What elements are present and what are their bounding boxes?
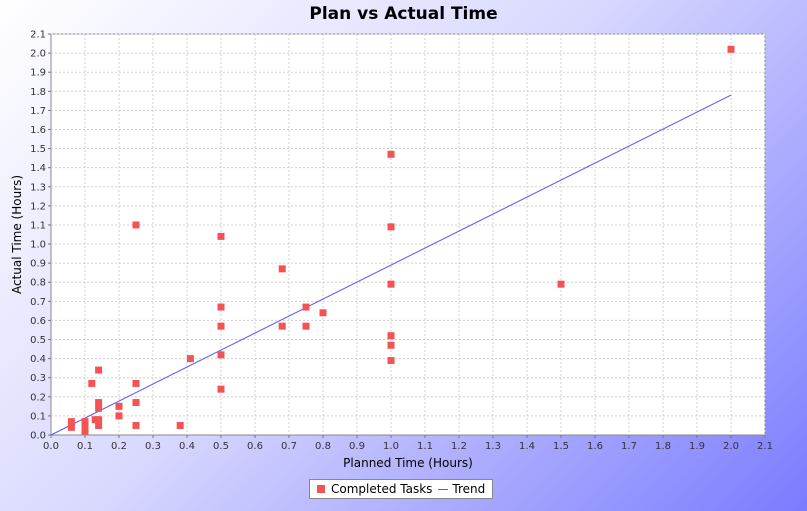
legend-swatch-trend — [438, 488, 449, 490]
y-tick-label: 0.5 — [30, 335, 46, 346]
data-point — [387, 150, 395, 158]
legend-swatch-completed-tasks — [317, 485, 325, 493]
data-point — [387, 223, 395, 231]
plot-area — [50, 33, 766, 436]
data-point — [132, 421, 140, 429]
legend-label-trend: Trend — [452, 482, 486, 496]
x-tick-label: 1.8 — [655, 441, 671, 452]
data-point — [132, 399, 140, 407]
x-tick-label: 1.9 — [689, 441, 705, 452]
data-point — [115, 412, 123, 420]
x-axis-label: Planned Time (Hours) — [343, 456, 473, 470]
data-point — [132, 379, 140, 387]
data-point — [387, 332, 395, 340]
x-tick-label: 0.0 — [43, 441, 59, 452]
y-tick-label: 0.9 — [30, 259, 46, 270]
y-tick-label: 0.7 — [30, 297, 46, 308]
data-point — [278, 265, 286, 273]
y-tick-label: 1.4 — [30, 163, 46, 174]
x-tick-label: 0.3 — [145, 441, 161, 452]
y-tick-label: 1.2 — [30, 201, 46, 212]
y-tick-label: 1.3 — [30, 182, 46, 193]
x-tick-label: 1.5 — [553, 441, 569, 452]
x-tick-label: 0.7 — [281, 441, 297, 452]
y-tick-label: 0.6 — [30, 316, 46, 327]
x-tick-label: 0.2 — [111, 441, 127, 452]
data-point — [217, 322, 225, 330]
trend-layer — [50, 94, 732, 436]
points-layer — [67, 45, 735, 435]
x-tick-label: 0.1 — [77, 441, 93, 452]
legend-label-completed-tasks: Completed Tasks — [331, 482, 433, 496]
data-point — [302, 322, 310, 330]
y-axis-label: Actual Time (Hours) — [10, 175, 24, 294]
data-point — [81, 421, 89, 429]
y-tick-label: 1.5 — [30, 144, 46, 155]
data-point — [95, 366, 103, 374]
data-point — [217, 232, 225, 240]
x-tick-label: 1.7 — [621, 441, 637, 452]
x-tick-label: 1.4 — [519, 441, 535, 452]
x-tick-label: 2.1 — [757, 441, 773, 452]
data-point — [67, 418, 75, 426]
data-point — [387, 280, 395, 288]
y-tick-label: 0.1 — [30, 411, 46, 422]
data-point — [81, 427, 89, 435]
data-point — [95, 421, 103, 429]
chart-title: Plan vs Actual Time — [309, 4, 498, 24]
x-tick-label: 1.3 — [485, 441, 501, 452]
y-tick-label: 2.0 — [30, 49, 46, 60]
data-point — [67, 423, 75, 431]
x-tick-label: 1.6 — [587, 441, 603, 452]
data-point — [217, 351, 225, 359]
y-tick-label: 1.8 — [30, 87, 46, 98]
x-tick-label: 0.8 — [315, 441, 331, 452]
y-tick-label: 0.3 — [30, 373, 46, 384]
data-point — [319, 309, 327, 317]
x-tick-label: 2.0 — [723, 441, 739, 452]
data-point — [217, 385, 225, 393]
data-point — [387, 341, 395, 349]
x-tick-label: 0.5 — [213, 441, 229, 452]
x-tick-label: 1.1 — [417, 441, 433, 452]
grid-layer — [51, 33, 766, 435]
x-tick-label: 0.6 — [247, 441, 263, 452]
data-point — [81, 418, 89, 426]
y-tick-label: 2.1 — [30, 30, 46, 41]
data-point — [88, 379, 96, 387]
data-point — [727, 45, 735, 53]
y-tick-label: 0.0 — [30, 431, 46, 442]
data-point — [95, 404, 103, 412]
data-point — [217, 303, 225, 311]
y-tick-label: 1.6 — [30, 125, 46, 136]
y-tick-label: 1.0 — [30, 240, 46, 251]
data-point — [387, 357, 395, 365]
y-tick-label: 0.4 — [30, 354, 46, 365]
x-tick-label: 0.4 — [179, 441, 195, 452]
axis-layer: 0.0 0.1 0.2 0.3 0.4 0.5 0.6 0.7 0.8 0.9 1.0 1.1 1.2 1… — [30, 30, 773, 453]
data-point — [95, 399, 103, 407]
data-point — [557, 280, 565, 288]
trend-line — [50, 94, 732, 436]
y-tick-label: 1.9 — [30, 68, 46, 79]
data-point — [176, 421, 184, 429]
y-tick-label: 1.7 — [30, 106, 46, 117]
y-tick-label: 0.8 — [30, 278, 46, 289]
y-tick-label: 0.2 — [30, 392, 46, 403]
data-point — [186, 355, 194, 363]
data-point — [132, 221, 140, 229]
data-point — [302, 303, 310, 311]
data-point — [95, 416, 103, 424]
x-tick-label: 0.9 — [349, 441, 365, 452]
data-point — [278, 322, 286, 330]
data-point — [115, 402, 123, 410]
y-tick-label: 1.1 — [30, 220, 46, 231]
x-tick-label: 1.2 — [451, 441, 467, 452]
legend: Completed Tasks Trend — [309, 479, 494, 499]
x-tick-label: 1.0 — [383, 441, 399, 452]
